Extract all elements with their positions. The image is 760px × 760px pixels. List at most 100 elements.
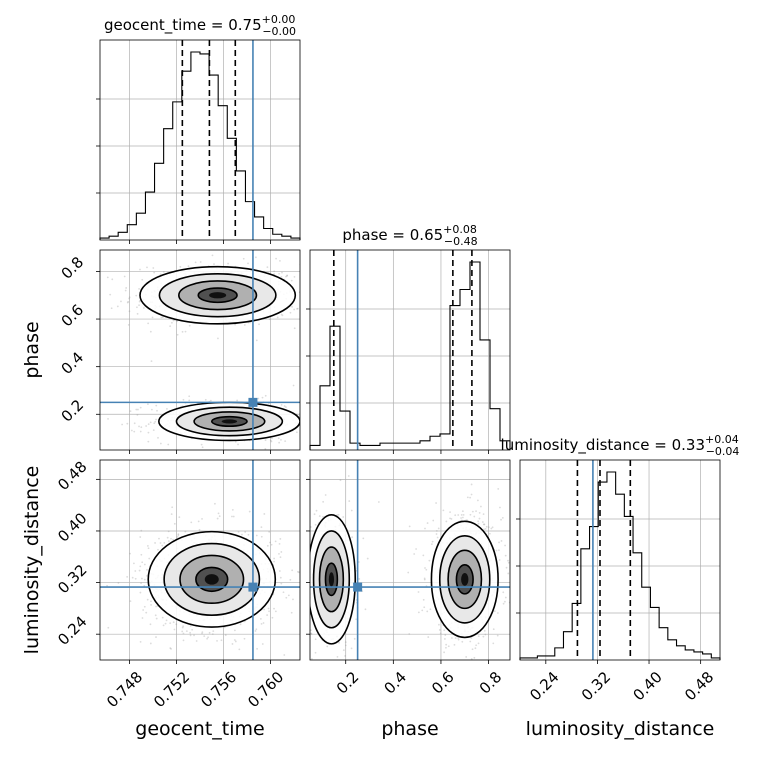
sample-point (350, 647, 353, 650)
sample-point (231, 643, 234, 645)
hist-panel-geocent_time (96, 39, 301, 244)
sample-point (273, 560, 276, 563)
sample-point (502, 591, 505, 594)
sample-point (117, 582, 120, 584)
sample-point (344, 641, 347, 644)
x-tick-label: 0.2 (333, 668, 363, 698)
sample-point (211, 254, 214, 257)
sample-point (176, 333, 179, 336)
y-tick-label: 0.48 (54, 458, 90, 494)
truth-marker (248, 582, 258, 592)
sample-point (201, 446, 204, 449)
sample-point (449, 517, 451, 520)
sample-point (278, 570, 281, 572)
sample-point (139, 591, 142, 594)
sample-point (181, 626, 184, 629)
sample-point (342, 423, 344, 425)
sample-point (310, 633, 313, 635)
sample-point (121, 423, 124, 426)
sample-point (217, 512, 220, 515)
sample-point (169, 622, 172, 625)
sample-point (481, 521, 484, 523)
sample-point (191, 628, 194, 631)
sample-point (477, 635, 480, 637)
sample-point (444, 638, 446, 640)
sample-point (287, 594, 290, 597)
sample-point (276, 316, 279, 319)
sample-point (427, 636, 430, 638)
sample-point (239, 623, 242, 626)
sample-point (130, 429, 133, 432)
sample-point (473, 656, 476, 659)
sample-point (447, 645, 450, 648)
sample-point (234, 323, 237, 326)
sample-point (143, 605, 146, 608)
sample-point (424, 567, 426, 569)
sample-point (428, 559, 431, 562)
sample-point (347, 475, 350, 477)
sample-point (285, 275, 287, 278)
sample-point (155, 418, 157, 421)
sample-point (260, 622, 263, 625)
sample-point (497, 488, 500, 490)
sample-point (303, 605, 305, 607)
sample-point (293, 327, 296, 330)
sample-point (316, 427, 318, 429)
sample-point (126, 301, 129, 304)
sample-point (193, 634, 195, 637)
sample-point (317, 281, 319, 283)
sample-point (142, 609, 145, 611)
sample-point (270, 440, 273, 443)
sample-point (268, 318, 271, 321)
sample-point (153, 422, 156, 425)
sample-point (478, 511, 481, 514)
sample-point (445, 646, 447, 649)
sample-point (488, 532, 491, 535)
sample-point (194, 261, 197, 264)
sample-point (147, 423, 150, 426)
sample-point (241, 533, 243, 536)
sample-point (500, 540, 503, 542)
sample-point (336, 655, 339, 658)
sample-point (138, 425, 140, 428)
sample-point (313, 513, 316, 516)
sample-point (285, 406, 287, 409)
panel-title-phase: phase = 0.65+0.08 −0.48 (342, 223, 477, 248)
sample-point (139, 430, 142, 433)
sample-point (465, 656, 468, 658)
sample-point (407, 571, 410, 574)
sample-point (140, 553, 143, 556)
sample-point (127, 323, 130, 326)
sample-point (141, 617, 144, 619)
sample-point (280, 313, 283, 316)
sample-point (139, 268, 141, 271)
sample-point (290, 611, 293, 614)
sample-point (139, 536, 142, 538)
sample-point (306, 620, 308, 622)
sample-point (146, 545, 149, 547)
sample-point (255, 534, 258, 537)
sample-point (316, 292, 318, 294)
sample-point (124, 289, 127, 292)
sample-point (147, 547, 150, 550)
sample-point (477, 522, 480, 525)
sample-point (232, 515, 235, 518)
sample-point (116, 305, 119, 308)
sample-point (150, 360, 153, 363)
sample-point (161, 316, 164, 319)
y-tick-label: 0.24 (54, 612, 90, 648)
sample-point (146, 598, 149, 601)
sample-point (302, 430, 304, 432)
sample-point (501, 516, 504, 519)
sample-point (283, 405, 286, 407)
sample-point (167, 530, 170, 533)
sample-point (270, 543, 273, 546)
sample-point (344, 655, 347, 657)
sample-point (237, 530, 240, 533)
sample-point (461, 516, 464, 519)
sample-point (445, 520, 448, 523)
sample-point (145, 425, 148, 427)
sample-point (280, 403, 283, 406)
sample-point (264, 448, 267, 450)
sample-point (461, 640, 464, 643)
